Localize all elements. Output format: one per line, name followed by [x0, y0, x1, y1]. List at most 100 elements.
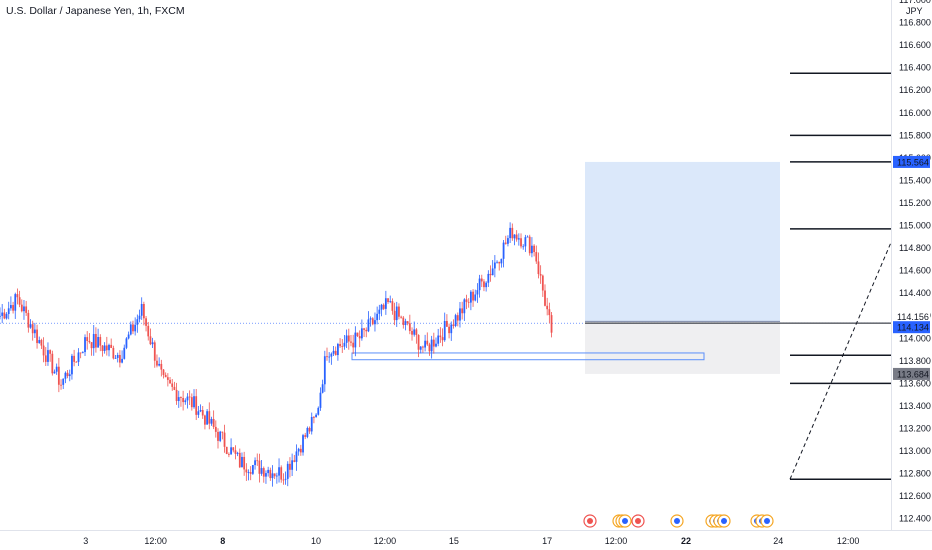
candle-body	[228, 454, 230, 455]
candle-body	[256, 460, 259, 462]
candle-body	[275, 475, 278, 477]
price-tag-label-stop: 113.684	[897, 369, 929, 379]
candle-body	[443, 320, 446, 341]
candle-body	[524, 237, 527, 247]
candle-body	[262, 468, 265, 477]
candle-body	[332, 350, 335, 354]
candle-body	[498, 261, 501, 264]
candle-body	[177, 397, 180, 402]
candle-body	[153, 342, 156, 361]
candle-body	[236, 452, 239, 454]
candle-body	[465, 299, 468, 302]
candle-body	[476, 290, 479, 295]
support-box	[351, 352, 705, 361]
candle-body	[337, 344, 339, 356]
candle-body	[343, 342, 346, 347]
x-tick-label: 3	[83, 536, 88, 546]
candle-body	[317, 407, 320, 415]
candle-body	[123, 347, 126, 359]
candle-body	[245, 469, 248, 473]
candle-body	[491, 268, 494, 276]
candle-body	[119, 354, 121, 363]
candle-body	[158, 363, 161, 366]
economic-event-flag-icon	[635, 518, 641, 524]
candle-body	[55, 366, 58, 372]
candle-body	[136, 319, 139, 325]
candle-body	[90, 342, 93, 349]
candle-body	[108, 344, 110, 351]
candle-body	[417, 334, 420, 350]
price-tag-label-target: 115.564	[897, 157, 929, 167]
candle-body	[57, 366, 60, 385]
candle-body	[402, 317, 405, 326]
candle-body	[249, 472, 252, 474]
candle-body	[125, 338, 128, 348]
candle-body	[500, 258, 503, 264]
candle-body	[363, 328, 365, 330]
candle-body	[382, 304, 385, 309]
candle-body	[197, 411, 200, 415]
y-tick-label: 112.600	[899, 491, 931, 501]
candle-body	[132, 324, 134, 332]
candle-body	[140, 304, 143, 316]
x-tick-label: 22	[681, 536, 691, 546]
candle-body	[422, 346, 424, 348]
y-tick-label: 114.800	[899, 243, 931, 253]
candle-body	[489, 273, 492, 276]
y-tick-label: 113.800	[899, 356, 931, 366]
candle-body	[367, 319, 370, 332]
candle-body	[247, 472, 250, 473]
candle-body	[260, 468, 263, 474]
candle-body	[269, 469, 272, 479]
candle-body	[210, 418, 213, 424]
x-tick-label: 12:00	[837, 536, 860, 546]
price-tag-last-price	[893, 321, 930, 334]
price-tag-stop	[893, 367, 930, 380]
candle-body	[51, 353, 54, 374]
candle-body	[199, 410, 202, 412]
candle-body	[151, 342, 154, 345]
candle-body	[302, 435, 304, 453]
candle-body	[160, 363, 163, 370]
y-tick-label: 114.600	[899, 266, 931, 276]
candle-body	[313, 416, 315, 418]
candle-body	[110, 344, 113, 348]
candle-body	[356, 332, 359, 337]
candle-body	[92, 333, 95, 349]
candle-body	[295, 451, 298, 462]
candle-body	[308, 427, 311, 432]
candle-body	[326, 356, 328, 358]
candle-body	[310, 416, 313, 432]
candle-body	[101, 345, 104, 351]
y-tick-label: 115.200	[899, 198, 931, 208]
y-tick-label: 113.600	[899, 378, 931, 388]
candle-body	[496, 261, 498, 263]
candle-body	[254, 460, 256, 466]
x-tick-label: 17	[542, 536, 552, 546]
projection-line	[789, 242, 892, 480]
y-tick-label: 115.000	[899, 221, 931, 231]
candle-body	[214, 426, 217, 432]
candle-body	[47, 350, 49, 362]
candle-body	[299, 448, 302, 453]
y-tick-label: 117.000	[899, 0, 931, 5]
candle-body	[44, 355, 47, 362]
candle-body	[53, 371, 56, 374]
candle-body	[60, 384, 62, 386]
price-tag-label-last-price: 114.134	[897, 323, 929, 333]
candle-body	[286, 463, 289, 479]
candle-body	[206, 411, 208, 425]
candle-body	[175, 389, 178, 402]
economic-event-flag-icon	[674, 518, 680, 524]
candle-body	[208, 411, 211, 424]
candle-body	[173, 386, 176, 390]
candle-body	[145, 318, 147, 326]
candle-body	[548, 309, 551, 316]
candle-body	[166, 377, 169, 380]
candle-body	[223, 432, 226, 447]
candle-body	[147, 325, 150, 337]
candle-body	[469, 291, 472, 303]
candle-body	[97, 337, 99, 348]
